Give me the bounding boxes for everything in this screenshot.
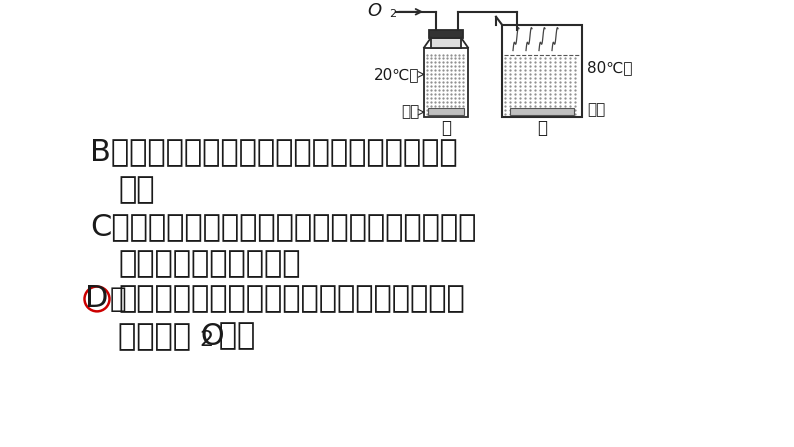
Text: 80℃水: 80℃水 bbox=[587, 60, 633, 75]
Bar bbox=[424, 47, 468, 117]
Bar bbox=[502, 25, 582, 117]
Text: 火点: 火点 bbox=[118, 175, 155, 204]
Bar bbox=[510, 108, 574, 115]
Text: 乙: 乙 bbox=[537, 119, 547, 137]
Text: C．若将甲中的白磷换成红磷，能验证可燃物燃: C．若将甲中的白磷换成红磷，能验证可燃物燃 bbox=[90, 212, 476, 241]
Bar bbox=[431, 38, 461, 47]
Bar bbox=[428, 108, 464, 115]
Text: 甲: 甲 bbox=[441, 119, 451, 137]
Text: D: D bbox=[85, 284, 109, 313]
Text: ．: ． bbox=[110, 285, 126, 313]
Text: 烧需要温度达到着火点: 烧需要温度达到着火点 bbox=[118, 249, 300, 278]
Text: 2: 2 bbox=[200, 330, 214, 350]
Text: B．该实验能验证可燃物燃烧需要温度达到着: B．该实验能验证可燃物燃烧需要温度达到着 bbox=[90, 137, 457, 166]
Text: 白磷: 白磷 bbox=[401, 105, 419, 120]
Text: O: O bbox=[367, 2, 381, 20]
Text: 接触: 接触 bbox=[209, 321, 255, 350]
Text: 若将乙中的白磷换成红磷，能验证可燃物燃: 若将乙中的白磷换成红磷，能验证可燃物燃 bbox=[118, 284, 464, 313]
Text: 20℃水: 20℃水 bbox=[373, 67, 419, 82]
Text: 白磷: 白磷 bbox=[587, 103, 605, 118]
Bar bbox=[429, 30, 463, 38]
Text: 烧需要与 O: 烧需要与 O bbox=[118, 321, 225, 350]
Text: 2: 2 bbox=[389, 9, 396, 19]
